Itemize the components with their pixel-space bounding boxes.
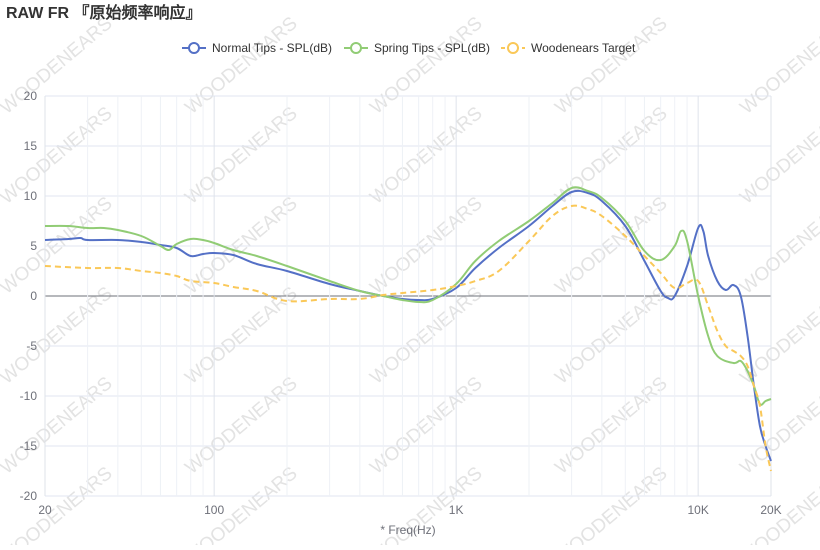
series-line [44,189,772,462]
watermark: WOODENEARS [551,283,671,389]
chart-title: RAW FR 『原始频率响应』 [6,3,202,22]
watermark: WOODENEARS [366,103,486,209]
watermark: WOODENEARS [181,103,301,209]
y-tick-label: 5 [30,239,37,253]
y-tick-label: 0 [30,289,37,303]
legend-marker [507,42,519,54]
x-tick-label: 20K [760,503,781,517]
y-tick-label: 20 [24,89,38,103]
x-tick-label: 10K [687,503,708,517]
legend-marker [350,42,362,54]
x-tick-label: 20 [38,503,52,517]
watermark: WOODENEARS [181,13,301,119]
y-tick-label: -15 [20,439,38,453]
y-tick-label: 15 [24,139,38,153]
watermark: WOODENEARS [366,373,486,479]
legend-label: Spring Tips - SPL(dB) [374,41,490,55]
watermark: WOODENEARS [0,373,117,479]
y-tick-label: 10 [24,189,38,203]
x-axis-label: * Freq(Hz) [380,523,435,537]
watermark: WOODENEARS [366,13,486,119]
watermark: WOODENEARS [736,13,820,119]
x-tick-label: 1K [449,503,464,517]
watermark: WOODENEARS [0,103,117,209]
watermark: WOODENEARS [551,13,671,119]
watermark: WOODENEARS [0,13,117,119]
legend-marker [188,42,200,54]
watermark: WOODENEARS [0,283,117,389]
watermark: WOODENEARS [551,463,671,545]
series-line [44,186,772,406]
y-tick-label: -10 [20,389,38,403]
watermark: WOODENEARS [181,283,301,389]
legend-label: Normal Tips - SPL(dB) [212,41,332,55]
y-tick-label: -5 [26,339,37,353]
watermark: WOODENEARS [0,463,117,545]
watermark: WOODENEARS [366,283,486,389]
watermark: WOODENEARS [181,463,301,545]
y-tick-label: -20 [20,489,38,503]
watermark: WOODENEARS [181,373,301,479]
series-line [44,204,772,472]
legend-label: Woodenears Target [531,41,636,55]
x-tick-label: 100 [204,503,224,517]
watermark: WOODENEARS [551,373,671,479]
